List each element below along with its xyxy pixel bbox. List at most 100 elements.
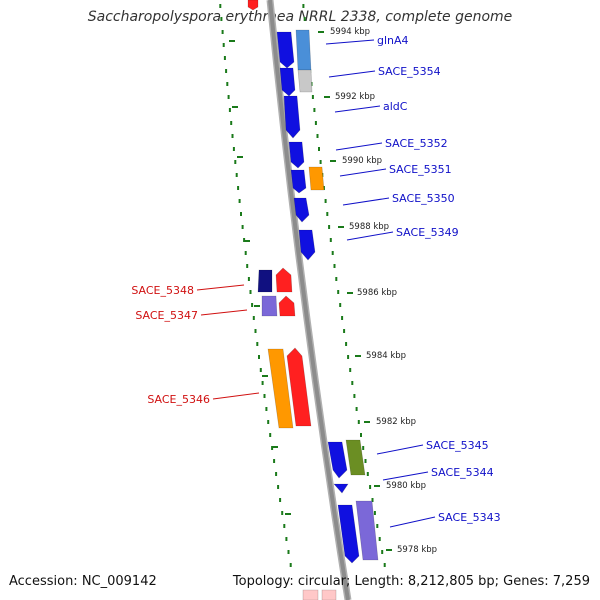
track-dot (319, 160, 322, 164)
track-dot (225, 69, 228, 73)
track-dot (355, 407, 358, 411)
tick-mark (338, 226, 344, 228)
track-dot (223, 56, 226, 60)
gene-label: SACE_5349 (396, 226, 459, 239)
track-dot (328, 225, 331, 229)
gene-glyph (283, 95, 301, 139)
gene-glyph (276, 31, 295, 69)
track-dot (369, 485, 372, 489)
track-dot (232, 147, 235, 151)
track-dot (238, 199, 241, 203)
gene-glyph (297, 69, 313, 93)
track-dot (251, 303, 254, 307)
gene-leader-line (325, 39, 375, 45)
gene-glyph (288, 141, 305, 169)
gene-label: SACE_5345 (426, 439, 489, 452)
tick-mark (318, 31, 324, 33)
gene-leader-line (376, 444, 424, 455)
gene-label: SACE_5351 (389, 163, 452, 176)
track-dot (256, 342, 259, 346)
track-dot (228, 108, 231, 112)
track-dash (262, 375, 268, 377)
gene-leader-line (212, 392, 260, 400)
track-dot (261, 381, 264, 385)
gene-glyph (355, 500, 379, 561)
tick-label: 5984 kbp (366, 351, 406, 361)
track-dot (258, 355, 260, 359)
gene-leader-line (334, 105, 381, 113)
track-dot (287, 550, 290, 554)
track-dot (364, 459, 367, 463)
track-dot (324, 199, 327, 203)
track-dot (226, 82, 229, 86)
genome-summary-text: Topology: circular; Length: 8,212,805 bp… (232, 574, 590, 589)
track-dot (244, 251, 247, 255)
gene-glyph (257, 269, 273, 293)
track-dash (285, 513, 291, 515)
gene-glyph (302, 589, 319, 600)
track-dot (376, 524, 379, 528)
track-dot (265, 407, 268, 411)
track-dot (322, 186, 325, 190)
accession-text: Accession: NC_009142 (9, 574, 157, 589)
tick-layer: 5994 kbp 5992 kbp 5990 kbp 5988 kbp 5986 kbp… (318, 27, 437, 555)
track-dot (351, 381, 354, 385)
gene-glyph (247, 0, 259, 11)
tick-mark (347, 292, 353, 294)
track-dot (303, 17, 306, 21)
track-dot (259, 368, 262, 372)
gene-glyph (321, 589, 337, 600)
tick-mark (355, 355, 361, 357)
gene-leader-line (328, 70, 376, 78)
gene-glyph (293, 197, 310, 223)
track-dot (357, 420, 360, 424)
track-dot (318, 147, 320, 151)
track-dot (279, 498, 282, 502)
gene-leader-line (382, 471, 429, 481)
track-dot (353, 394, 356, 398)
track-dot (347, 355, 350, 359)
gene-leader-line (335, 142, 383, 151)
track-dot (289, 563, 292, 567)
track-dot (235, 173, 238, 177)
track-dot (362, 446, 365, 450)
gene-label: SACE_5352 (385, 137, 448, 150)
tick-label: 5992 kbp (335, 92, 375, 102)
track-dash (229, 40, 235, 42)
gene-leader-line (196, 284, 245, 291)
track-dot (329, 238, 332, 242)
track-dot (237, 186, 240, 190)
gene-label: glnA4 (377, 34, 409, 47)
track-dot (381, 550, 384, 554)
tick-label: 5988 kbp (349, 222, 389, 232)
track-dot (316, 134, 319, 138)
track-dot (313, 108, 316, 112)
track-dash (254, 305, 260, 307)
backbone-line (268, 0, 350, 600)
gene-label: SACE_5348 (131, 284, 194, 297)
track-dot (221, 30, 224, 34)
track-dot (222, 43, 225, 47)
gene-glyph (278, 295, 296, 317)
feature-layer (247, 0, 379, 600)
gene-leader-line (200, 309, 248, 316)
track-dot (263, 394, 266, 398)
track-dot (383, 563, 386, 567)
track-dash (232, 106, 238, 108)
track-dot (283, 524, 286, 528)
gene-leader-line (346, 231, 394, 241)
track-dot (343, 329, 346, 333)
tick-mark (330, 160, 336, 162)
gene-label: SACE_5347 (135, 309, 198, 322)
track-dash (244, 240, 250, 242)
gene-glyph (275, 267, 293, 293)
track-dot (275, 472, 278, 476)
tick-mark (386, 549, 392, 551)
track-dot (219, 4, 222, 8)
track-dash (237, 156, 243, 158)
track-dot (240, 212, 242, 216)
tick-mark (374, 485, 380, 487)
track-dot (246, 264, 249, 268)
gene-glyph (295, 29, 312, 71)
